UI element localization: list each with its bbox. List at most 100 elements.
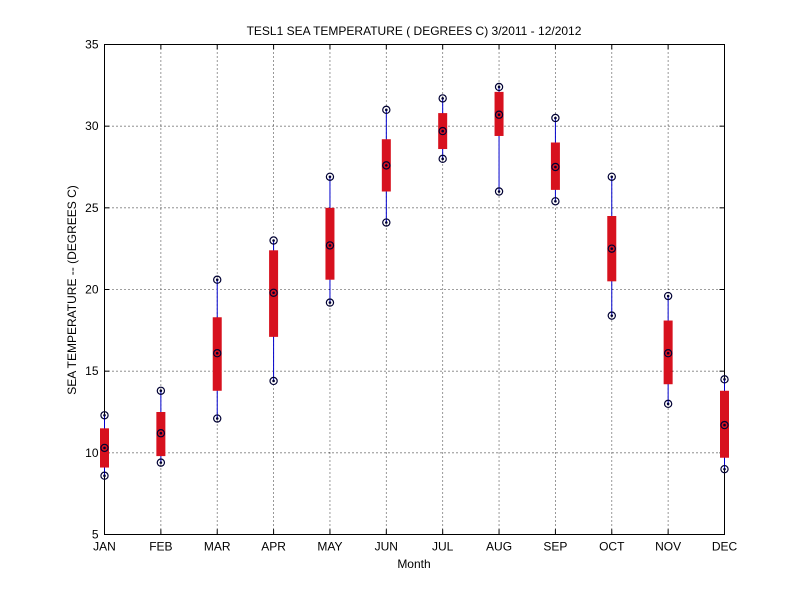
max-marker-dot: [723, 378, 726, 381]
y-tick-label: 20: [85, 283, 99, 297]
y-tick-label: 25: [85, 201, 99, 215]
max-marker: [100, 411, 109, 420]
min-marker-dot: [554, 200, 557, 203]
min-marker-dot: [272, 379, 275, 383]
box-aug: [494, 82, 504, 196]
median-marker-dot: [272, 291, 275, 295]
median-marker: [325, 241, 335, 250]
median-marker: [213, 349, 222, 358]
box-dec: [720, 375, 729, 474]
max-marker-dot: [497, 85, 501, 89]
min-marker: [156, 458, 166, 467]
median-marker: [663, 349, 673, 358]
median-marker: [100, 443, 109, 453]
min-marker-dot: [610, 314, 614, 317]
box-mar: [212, 275, 222, 423]
max-marker-dot: [272, 239, 275, 242]
median-marker-dot: [328, 244, 332, 247]
max-marker-dot: [159, 389, 163, 393]
min-marker-dot: [497, 190, 501, 193]
x-tick-label: AUG: [486, 540, 512, 554]
x-axis-title: Month: [397, 557, 430, 571]
min-marker: [551, 197, 560, 206]
median-marker: [156, 429, 166, 438]
max-marker-dot: [328, 175, 332, 179]
box-nov: [663, 291, 673, 409]
min-marker: [663, 399, 673, 409]
x-tick-label: JUN: [375, 540, 398, 554]
x-tick-label: APR: [261, 540, 286, 554]
max-marker: [663, 291, 673, 301]
median-marker-dot: [215, 351, 219, 355]
max-marker-dot: [215, 278, 219, 282]
min-marker: [100, 471, 109, 480]
y-tick-label: 35: [85, 38, 99, 52]
box-sep: [550, 113, 560, 206]
y-axis-title: SEA TEMPERATURE -- (DEGREES C): [65, 185, 79, 395]
median-marker-dot: [441, 129, 444, 133]
x-tick-label: MAR: [204, 540, 231, 554]
median-marker-dot: [103, 446, 106, 450]
y-tick-label: 10: [85, 446, 99, 460]
y-tick-label: 15: [85, 364, 99, 378]
y-tick-label: 5: [92, 528, 99, 542]
median-marker-dot: [554, 165, 557, 169]
max-marker-dot: [103, 413, 106, 417]
max-marker-dot: [666, 294, 670, 298]
max-marker: [607, 172, 616, 181]
min-marker-dot: [441, 157, 444, 161]
max-marker: [720, 375, 729, 384]
box-jan: [100, 411, 109, 480]
median-marker-dot: [497, 113, 501, 117]
x-tick-label: FEB: [149, 540, 172, 554]
x-tick-label: NOV: [655, 540, 681, 554]
chart-title: TESL1 SEA TEMPERATURE ( DEGREES C) 3/201…: [247, 24, 582, 38]
median-marker-dot: [385, 164, 388, 167]
max-marker: [156, 386, 166, 395]
box-apr: [269, 236, 279, 386]
box-feb: [156, 386, 166, 467]
box-jun: [381, 105, 391, 227]
median-marker: [438, 126, 447, 136]
min-marker-dot: [215, 417, 219, 420]
min-marker: [494, 187, 504, 196]
min-marker: [213, 414, 222, 423]
median-marker: [551, 162, 560, 172]
x-tick-label: DEC: [712, 540, 738, 554]
tick-labels: JAN FEB MAR APR MAY JUN JUL AUG SEP OCT NOV DEC 5 10 1…: [85, 38, 737, 554]
max-marker: [382, 105, 391, 115]
min-marker: [438, 154, 447, 164]
box-may: [325, 172, 335, 307]
x-tick-label: JAN: [93, 540, 116, 554]
max-marker-dot: [441, 97, 444, 100]
x-tick-label: JUL: [432, 540, 454, 554]
min-marker: [607, 311, 616, 320]
axis-ticks: [104, 44, 725, 535]
min-marker-dot: [723, 467, 726, 471]
min-marker-dot: [159, 461, 163, 464]
max-marker-dot: [554, 116, 557, 120]
max-marker: [213, 275, 222, 284]
x-tick-label: MAY: [317, 540, 342, 554]
max-marker: [551, 113, 560, 123]
median-marker: [607, 244, 616, 253]
max-marker-dot: [385, 108, 388, 112]
max-marker: [269, 236, 278, 245]
min-marker: [269, 376, 278, 386]
median-marker: [269, 288, 278, 297]
min-marker-dot: [328, 301, 332, 304]
median-marker: [494, 110, 504, 119]
median-marker: [382, 161, 391, 170]
min-marker-dot: [385, 221, 388, 224]
median-marker-dot: [159, 431, 163, 435]
min-marker: [382, 218, 391, 227]
min-marker: [720, 464, 729, 474]
x-tick-label: SEP: [543, 540, 567, 554]
max-marker-dot: [610, 175, 614, 179]
y-tick-label: 30: [85, 119, 99, 133]
iqr-box: [325, 207, 335, 280]
box-jul: [438, 94, 448, 164]
min-marker: [325, 298, 335, 307]
